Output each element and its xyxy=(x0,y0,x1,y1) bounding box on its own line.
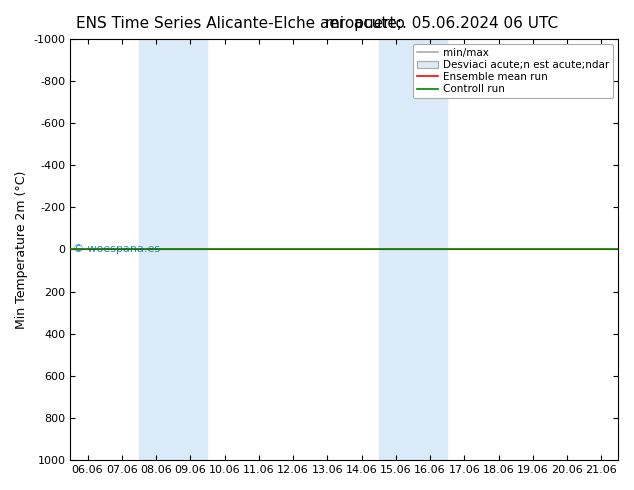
Legend: min/max, Desviaci acute;n est acute;ndar, Ensemble mean run, Controll run: min/max, Desviaci acute;n est acute;ndar… xyxy=(413,44,613,98)
Text: © woespana.es: © woespana.es xyxy=(73,244,160,253)
Text: ENS Time Series Alicante-Elche aeropuerto: ENS Time Series Alicante-Elche aeropuert… xyxy=(76,16,405,31)
Bar xyxy=(378,39,447,460)
Y-axis label: Min Temperature 2m (°C): Min Temperature 2m (°C) xyxy=(15,170,28,329)
Bar xyxy=(139,39,207,460)
Text: mi  acute;. 05.06.2024 06 UTC: mi acute;. 05.06.2024 06 UTC xyxy=(325,16,558,31)
